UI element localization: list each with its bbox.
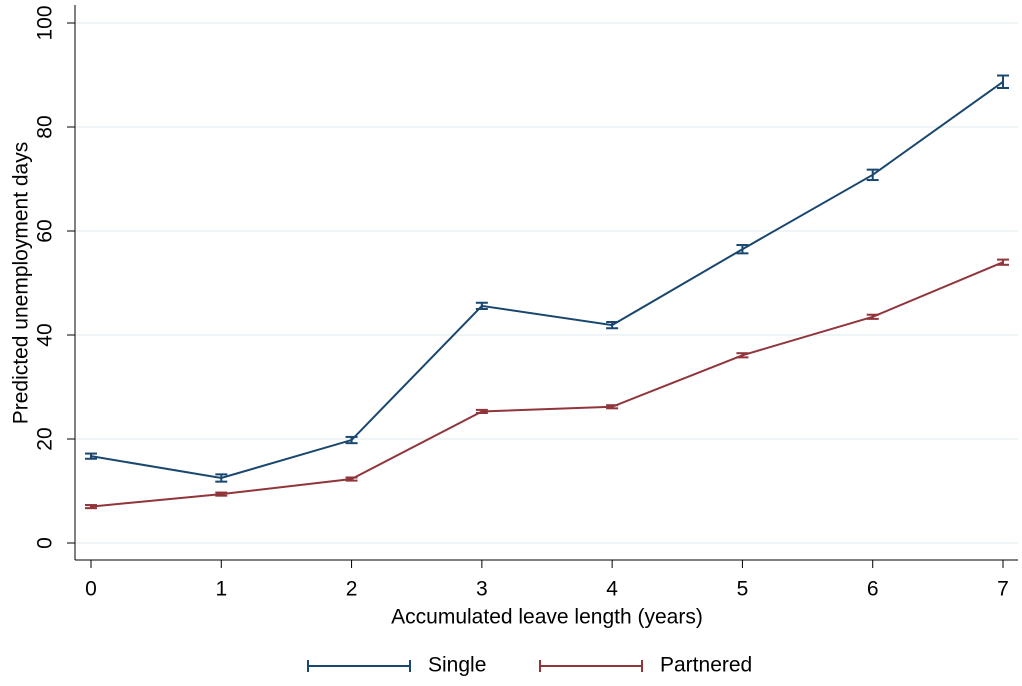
error-bar: [475, 408, 488, 414]
x-tick-label: 0: [85, 578, 97, 601]
error-bar: [736, 352, 749, 359]
error-bar: [997, 258, 1009, 266]
y-tick-label: 60: [34, 219, 57, 242]
series-line: [90, 261, 1004, 508]
error-bar: [866, 313, 879, 320]
x-tick-label: 4: [606, 578, 618, 601]
error-bar: [606, 404, 619, 410]
error-bar: [997, 74, 1009, 89]
y-tick-label: 0: [34, 537, 57, 549]
series-line: [90, 80, 1004, 480]
x-tick-label: 5: [737, 578, 749, 601]
x-tick-label: 2: [346, 578, 358, 601]
x-tick-label: 7: [997, 578, 1009, 601]
y-axis-title: Predicted unemployment days: [10, 142, 33, 425]
error-bar: [736, 244, 749, 255]
x-tick-label: 6: [867, 578, 879, 601]
error-bar: [215, 491, 228, 497]
y-tick-label: 40: [34, 323, 57, 346]
x-tick-label: 3: [476, 578, 488, 601]
error-bar: [215, 473, 228, 483]
error-bar: [475, 301, 488, 310]
x-tick-label: 1: [215, 578, 227, 601]
y-tick-label: 20: [34, 427, 57, 450]
error-bar: [85, 452, 97, 460]
error-bar: [345, 435, 358, 445]
error-bar: [866, 168, 879, 182]
y-tick-label: 80: [34, 115, 57, 138]
error-bar: [606, 321, 619, 330]
x-axis-title: Accumulated leave length (years): [391, 606, 703, 629]
legend-label: Single: [428, 654, 486, 677]
y-tick-label: 100: [34, 5, 57, 40]
error-bar: [345, 476, 358, 482]
legend-label: Partnered: [660, 654, 752, 677]
error-bar: [85, 504, 97, 510]
